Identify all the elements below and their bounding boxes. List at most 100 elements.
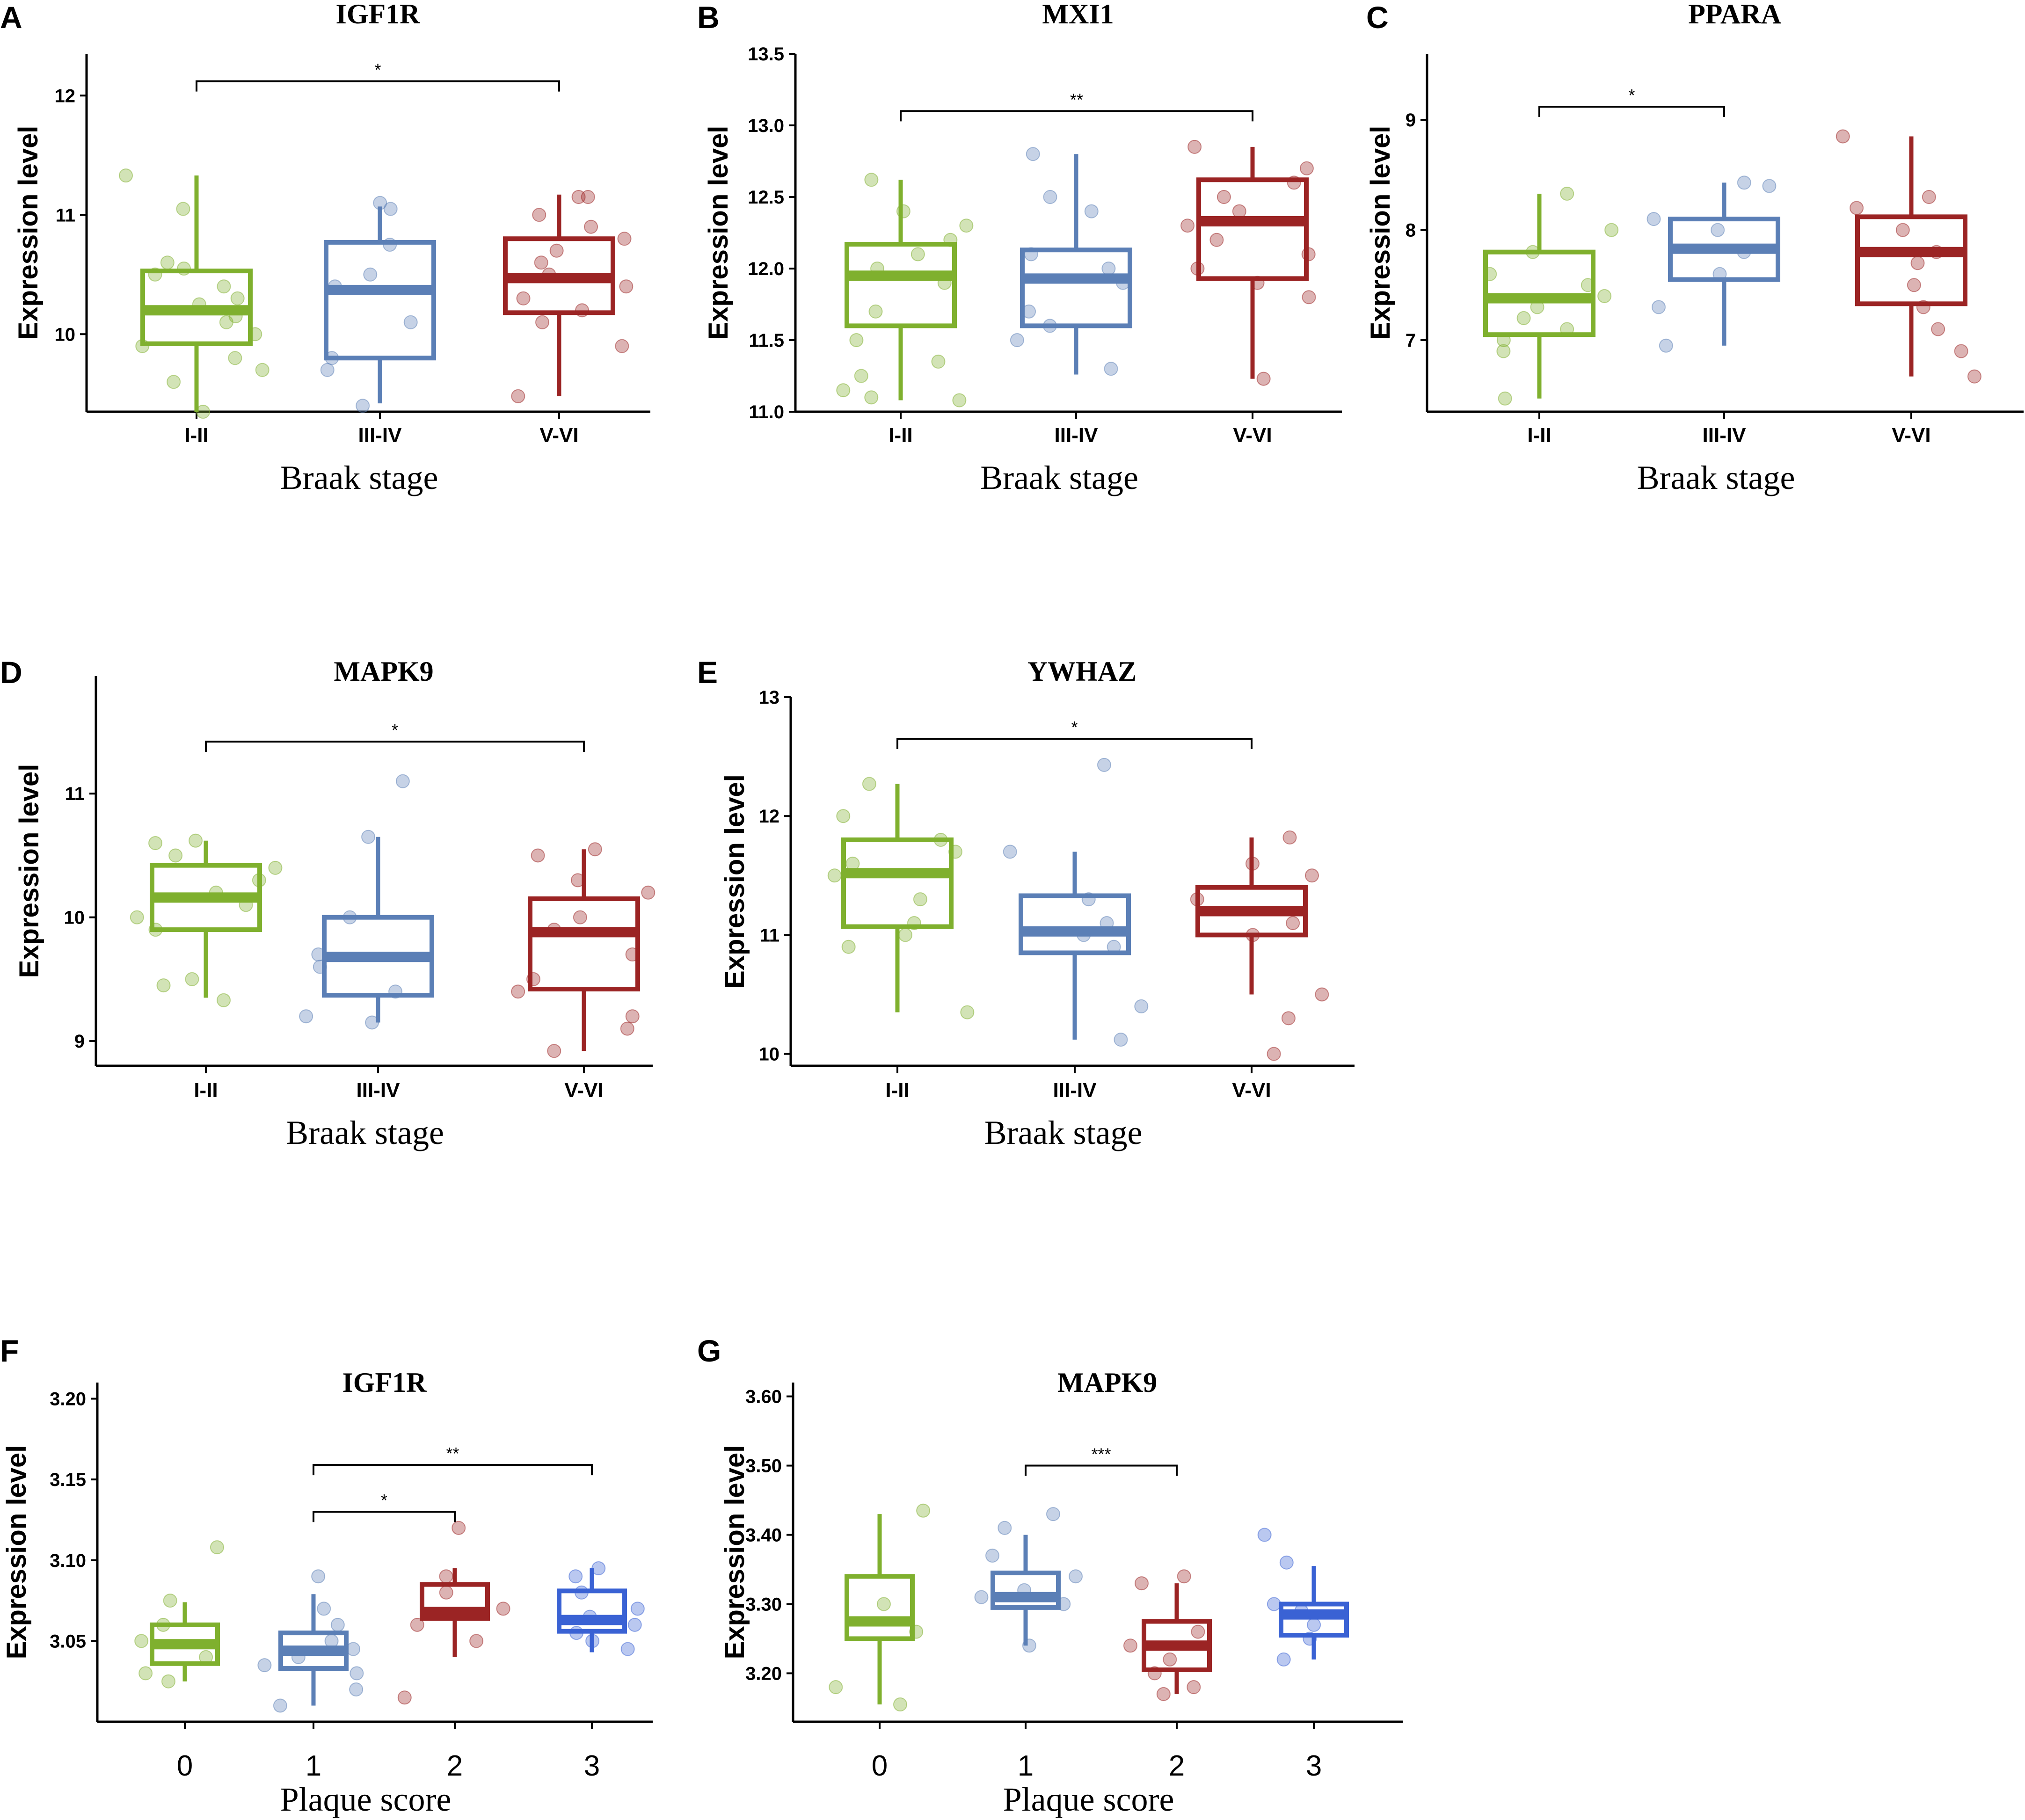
data-point [1043, 190, 1057, 204]
data-point [320, 363, 335, 377]
y-tick-label: 10 [759, 1044, 780, 1065]
y-tick-label: 10 [55, 324, 76, 345]
data-point [1187, 139, 1202, 154]
data-point [913, 892, 927, 907]
data-point [148, 836, 163, 850]
data-point [916, 1503, 931, 1518]
x-tick-label: 1 [306, 1750, 321, 1782]
data-point [1097, 757, 1111, 772]
data-point [1257, 1528, 1272, 1542]
data-point [960, 1005, 975, 1019]
data-point [1850, 201, 1864, 215]
y-axis-label: Expression level [13, 126, 44, 340]
data-point [1267, 1047, 1281, 1061]
data-point [361, 830, 376, 844]
x-tick-label: V-VI [539, 424, 578, 447]
data-point [130, 910, 144, 925]
data-point [1026, 147, 1040, 161]
data-point [1084, 204, 1099, 218]
box-iii-iv [1019, 893, 1131, 955]
data-point [1604, 223, 1619, 237]
panel-letter: B [697, 0, 720, 35]
data-point [836, 383, 851, 398]
significance-label: * [381, 1491, 387, 1510]
data-point [210, 1540, 224, 1555]
x-tick-label: 0 [872, 1750, 888, 1782]
y-tick-label: 13 [759, 687, 780, 708]
significance-label: ** [446, 1444, 459, 1463]
y-tick-label: 11 [760, 925, 779, 946]
x-tick-label: I-II [194, 1079, 218, 1102]
significance-label: * [374, 60, 381, 80]
significance-bracket [900, 110, 1253, 122]
panel-letter: D [0, 655, 22, 690]
x-tick-label: 1 [1018, 1750, 1034, 1782]
data-point [317, 1602, 331, 1616]
data-point [1232, 204, 1246, 218]
data-point [330, 1617, 345, 1632]
y-tick-label: 3.20 [50, 1389, 86, 1410]
x-axis-label: Braak stage [286, 1114, 444, 1151]
data-point [363, 267, 378, 282]
data-point [217, 993, 231, 1007]
y-tick-label: 3.10 [50, 1551, 86, 1571]
y-tick-label: 11.5 [749, 330, 784, 351]
data-point [862, 777, 876, 791]
y-axis-label: Expression level [703, 126, 734, 340]
x-axis-label: Braak stage [1637, 459, 1795, 496]
y-tick-label: 3.05 [50, 1631, 86, 1652]
data-point [1276, 1652, 1291, 1667]
significance-bracket [205, 741, 585, 752]
y-tick-label: 3.60 [745, 1387, 782, 1407]
box-v-vi [528, 896, 640, 992]
data-point [1010, 333, 1024, 347]
data-point [1282, 830, 1297, 844]
data-point [534, 255, 548, 270]
x-tick-label: I-II [889, 424, 912, 447]
chart-title: MXI1 [1042, 0, 1114, 29]
y-tick-label: 12.0 [748, 259, 784, 279]
x-axis-label: Plaque score [280, 1781, 452, 1818]
data-point [397, 1690, 412, 1705]
data-point [573, 910, 587, 925]
data-point [1307, 1617, 1321, 1632]
data-point [1315, 987, 1329, 1002]
y-axis-label: Expression level [720, 774, 750, 989]
data-point [439, 1585, 453, 1600]
data-point [841, 939, 856, 954]
data-point [615, 339, 629, 353]
data-point [469, 1634, 484, 1648]
data-point [156, 978, 171, 993]
y-tick-label: 13.5 [748, 44, 784, 65]
y-axis-label: Expression level [14, 764, 44, 978]
data-point [581, 190, 595, 204]
y-tick-label: 12 [759, 806, 780, 827]
y-tick-label: 12 [55, 86, 76, 106]
data-point [952, 393, 967, 408]
data-point [630, 1602, 645, 1616]
data-point [1737, 175, 1751, 190]
chart-title: PPARA [1688, 0, 1781, 29]
data-point [1134, 1576, 1149, 1591]
data-point [1003, 844, 1017, 859]
x-tick-label: I-II [184, 424, 208, 447]
significance-bracket [196, 80, 560, 92]
data-point [617, 232, 632, 246]
data-point [849, 333, 864, 347]
y-tick-label: 10 [64, 908, 85, 928]
y-tick-label: 9 [74, 1031, 85, 1052]
y-tick-label: 13.0 [748, 116, 784, 136]
data-point [1646, 212, 1661, 226]
data-point [1954, 344, 1968, 358]
data-point [547, 1044, 561, 1058]
data-point [1163, 1652, 1177, 1667]
x-tick-label: III-IV [358, 424, 402, 447]
x-tick-label: 0 [177, 1750, 193, 1782]
box-2 [420, 1582, 490, 1621]
y-tick-label: 12.5 [748, 187, 784, 208]
chart-panel-b: B MXI1 11.0 11.5 12.0 12.5 13.0 13.5 Expression … [697, 0, 1342, 496]
data-point [829, 1680, 843, 1695]
data-point [228, 351, 242, 365]
data-point [217, 279, 231, 294]
data-point [627, 1617, 642, 1632]
